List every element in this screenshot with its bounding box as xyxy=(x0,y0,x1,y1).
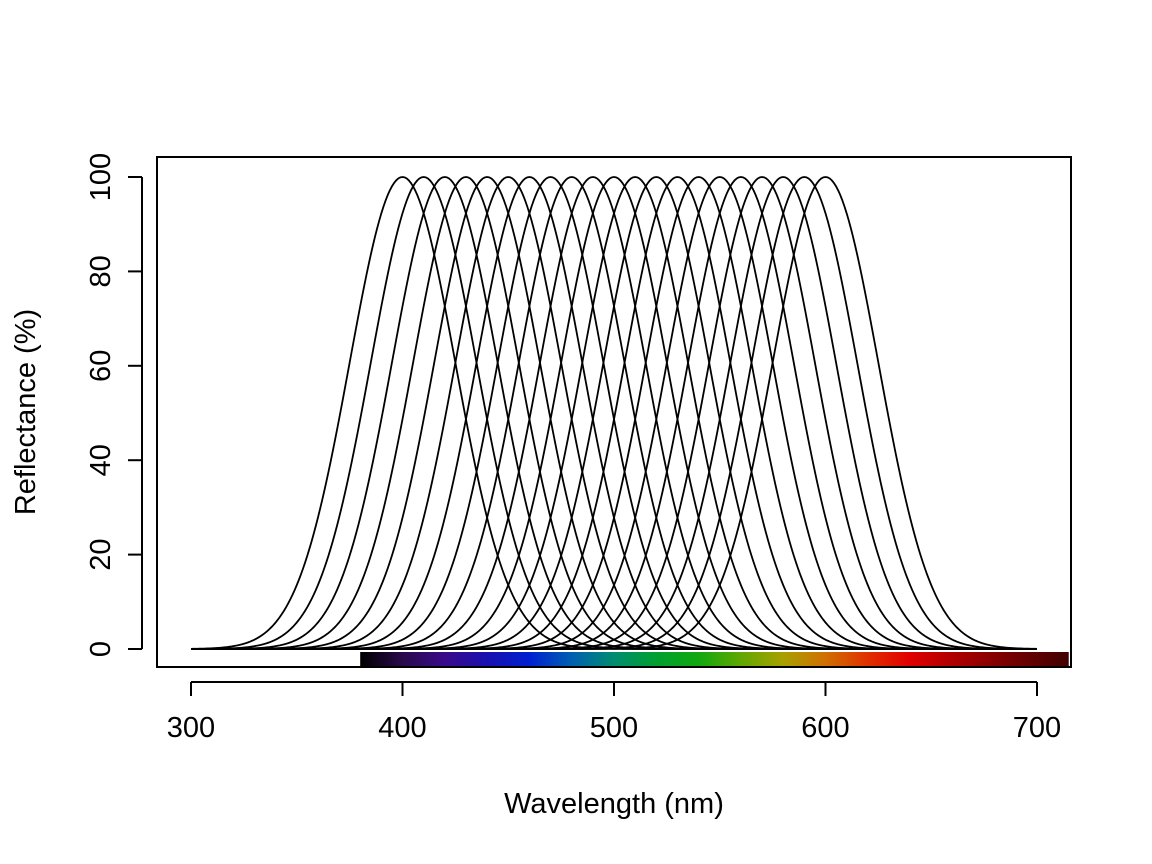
reflectance-curve-470 xyxy=(191,176,1037,650)
reflectance-curve-520 xyxy=(191,176,1037,650)
x-tick-label: 500 xyxy=(590,712,638,744)
x-axis-title: Wavelength (nm) xyxy=(504,788,724,820)
reflectance-curve-530 xyxy=(191,176,1037,650)
reflectance-curve-490 xyxy=(191,176,1037,650)
reflectance-curve-410 xyxy=(190,176,1037,650)
y-axis: 0 20 40 60 80 100 xyxy=(85,153,143,657)
x-tick-label: 700 xyxy=(1013,712,1061,744)
x-tick-label: 300 xyxy=(167,712,215,744)
reflectance-curve-400 xyxy=(190,176,1037,650)
reflectance-curve-420 xyxy=(190,176,1037,650)
reflectance-curve-440 xyxy=(191,176,1037,650)
y-tick-label: 40 xyxy=(85,444,117,476)
x-tick-label: 400 xyxy=(378,712,426,744)
reflectance-curve-560 xyxy=(191,176,1037,650)
reflectance-curve-450 xyxy=(191,176,1037,650)
reflectance-curve-570 xyxy=(191,176,1037,650)
plot-frame xyxy=(156,156,1072,668)
y-axis-title: Reflectance (%) xyxy=(10,309,42,515)
reflectance-curve-430 xyxy=(191,176,1037,650)
y-tick-label: 60 xyxy=(85,350,117,382)
visible-spectrum-bar xyxy=(360,652,1069,667)
reflectance-curve-600 xyxy=(191,176,1038,650)
y-tick-label: 0 xyxy=(85,641,117,657)
spectral-curves xyxy=(190,176,1038,650)
y-tick-label: 20 xyxy=(85,538,117,570)
reflectance-curve-540 xyxy=(191,176,1037,650)
reflectance-curve-510 xyxy=(191,176,1037,650)
reflectance-curve-580 xyxy=(191,176,1038,650)
x-tick-label: 600 xyxy=(801,712,849,744)
reflectance-curve-480 xyxy=(191,176,1037,650)
y-tick-label: 80 xyxy=(85,255,117,287)
reflectance-curve-500 xyxy=(191,176,1037,650)
x-axis: 300 400 500 600 700 xyxy=(167,681,1061,744)
reflectance-curve-550 xyxy=(191,176,1037,650)
reflectance-curve-460 xyxy=(191,176,1037,650)
reflectance-curve-590 xyxy=(191,176,1038,650)
y-tick-label: 100 xyxy=(85,153,117,201)
